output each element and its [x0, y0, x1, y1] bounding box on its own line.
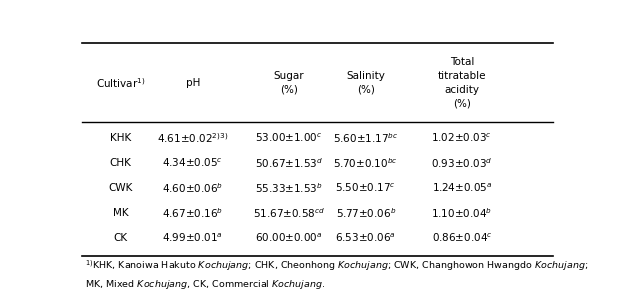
Text: 53.00±1.00$^{c}$: 53.00±1.00$^{c}$ — [255, 132, 322, 144]
Text: 4.67±0.16$^{b}$: 4.67±0.16$^{b}$ — [162, 206, 223, 220]
Text: Sugar
(%): Sugar (%) — [273, 71, 304, 95]
Text: 5.77±0.06$^{b}$: 5.77±0.06$^{b}$ — [335, 206, 396, 220]
Text: 4.60±0.06$^{b}$: 4.60±0.06$^{b}$ — [162, 181, 223, 195]
Text: CWK: CWK — [108, 183, 133, 193]
Text: 4.61±0.02$^{2)3)}$: 4.61±0.02$^{2)3)}$ — [157, 131, 228, 145]
Text: 60.00±0.00$^{a}$: 60.00±0.00$^{a}$ — [255, 232, 322, 244]
Text: 50.67±1.53$^{d}$: 50.67±1.53$^{d}$ — [255, 156, 323, 170]
Text: 4.34±0.05$^{c}$: 4.34±0.05$^{c}$ — [162, 157, 223, 169]
Text: CHK: CHK — [110, 158, 131, 168]
Text: 6.53±0.06$^{a}$: 6.53±0.06$^{a}$ — [335, 232, 396, 244]
Text: KHK: KHK — [110, 133, 131, 143]
Text: 5.70±0.10$^{bc}$: 5.70±0.10$^{bc}$ — [334, 156, 398, 170]
Text: 1.24±0.05$^{a}$: 1.24±0.05$^{a}$ — [432, 182, 492, 194]
Text: 5.50±0.17$^{c}$: 5.50±0.17$^{c}$ — [335, 182, 396, 194]
Text: $^{1)}$KHK, Kanoiwa Hakuto $\it{Kochujang}$; CHK, Cheonhong $\it{Kochujang}$; CW: $^{1)}$KHK, Kanoiwa Hakuto $\it{Kochujan… — [85, 258, 588, 273]
Text: Total
titratable
acidity
(%): Total titratable acidity (%) — [438, 57, 486, 109]
Text: MK, Mixed $\it{Kochujang}$, CK, Commercial $\it{Kochujang}$.: MK, Mixed $\it{Kochujang}$, CK, Commerci… — [85, 278, 325, 290]
Text: CK: CK — [113, 233, 128, 243]
Text: 1.10±0.04$^{b}$: 1.10±0.04$^{b}$ — [432, 206, 492, 220]
Text: Cultivar$^{1)}$: Cultivar$^{1)}$ — [96, 76, 146, 90]
Text: 0.93±0.03$^{d}$: 0.93±0.03$^{d}$ — [431, 156, 493, 170]
Text: 4.99±0.01$^{a}$: 4.99±0.01$^{a}$ — [162, 232, 223, 244]
Text: MK: MK — [113, 208, 128, 218]
Text: 5.60±1.17$^{bc}$: 5.60±1.17$^{bc}$ — [333, 131, 399, 145]
Text: 1.02±0.03$^{c}$: 1.02±0.03$^{c}$ — [432, 132, 492, 144]
Text: 0.86±0.04$^{c}$: 0.86±0.04$^{c}$ — [432, 232, 492, 244]
Text: 51.67±0.58$^{cd}$: 51.67±0.58$^{cd}$ — [253, 206, 325, 220]
Text: 55.33±1.53$^{b}$: 55.33±1.53$^{b}$ — [255, 181, 323, 195]
Text: pH: pH — [185, 78, 200, 88]
Text: Salinity
(%): Salinity (%) — [347, 71, 385, 95]
